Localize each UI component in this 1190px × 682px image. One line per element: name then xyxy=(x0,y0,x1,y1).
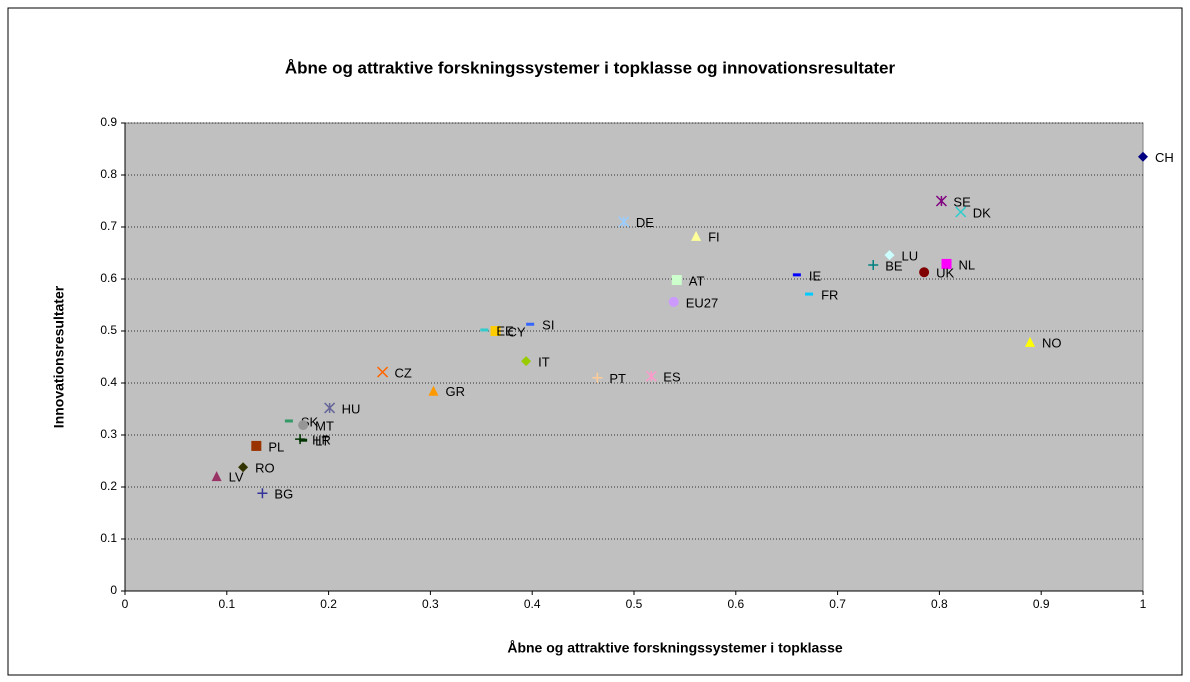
point-label: FI xyxy=(708,229,720,244)
point-label: LT xyxy=(315,434,329,449)
y-tick-label: 0.7 xyxy=(100,219,117,233)
marker xyxy=(645,370,657,382)
marker xyxy=(377,366,389,378)
point-label: LU xyxy=(902,249,919,264)
x-tick-label: 0.5 xyxy=(626,597,643,611)
marker xyxy=(884,250,895,261)
point-label: AT xyxy=(689,273,705,288)
marker xyxy=(211,471,222,482)
y-axis-title: Innovationsresultater xyxy=(51,285,67,428)
point-label: HU xyxy=(342,401,361,416)
point-label: ES xyxy=(663,370,681,385)
point-label: FR xyxy=(821,288,838,303)
point-label: DE xyxy=(636,215,654,230)
marker xyxy=(592,372,603,383)
point-label: GR xyxy=(445,384,465,399)
y-tick-label: 0.8 xyxy=(100,167,117,181)
point-label: IT xyxy=(538,355,550,370)
point-label: CY xyxy=(508,324,526,339)
point-label: LV xyxy=(229,470,244,485)
point-label: SI xyxy=(542,318,554,333)
y-tick-label: 0.2 xyxy=(100,479,117,493)
marker xyxy=(691,230,702,241)
point-label: MT xyxy=(315,419,334,434)
x-tick-label: 1 xyxy=(1140,597,1147,611)
x-tick-label: 0.7 xyxy=(829,597,846,611)
marker xyxy=(324,402,336,414)
plot-area xyxy=(124,122,1144,592)
marker xyxy=(935,195,947,207)
y-tick-label: 0.3 xyxy=(100,427,117,441)
point-label: PL xyxy=(268,439,284,454)
x-tick-label: 0.1 xyxy=(218,597,235,611)
point-label: BG xyxy=(274,487,293,502)
point-label: EU27 xyxy=(686,295,719,310)
x-tick-label: 0.8 xyxy=(931,597,948,611)
marker xyxy=(251,440,262,451)
marker xyxy=(257,488,268,499)
point-label: IE xyxy=(809,268,822,283)
point-label: CH xyxy=(1155,150,1174,165)
point-label: EE xyxy=(496,323,514,338)
y-tick-label: 0.6 xyxy=(100,271,117,285)
marker xyxy=(490,326,501,336)
marker xyxy=(668,296,679,307)
marker xyxy=(955,206,967,218)
marker xyxy=(868,259,879,270)
y-tick-label: 0.9 xyxy=(100,115,117,129)
x-tick-label: 0.2 xyxy=(320,597,337,611)
y-tick-label: 0.4 xyxy=(100,375,117,389)
point-label: CZ xyxy=(395,366,412,381)
x-tick-label: 0.4 xyxy=(524,597,541,611)
x-tick-label: 0.9 xyxy=(1033,597,1050,611)
point-label: RO xyxy=(255,461,275,476)
point-label: BE xyxy=(885,258,903,273)
x-tick-label: 0.6 xyxy=(727,597,744,611)
marker xyxy=(1138,151,1148,162)
point-label: SE xyxy=(953,194,971,209)
y-tick-label: 0.5 xyxy=(100,323,117,337)
marker xyxy=(671,275,682,286)
marker xyxy=(919,267,930,278)
marker xyxy=(1025,336,1036,347)
marker xyxy=(941,258,952,269)
x-tick-label: 0 xyxy=(122,597,129,611)
x-axis-title: Åbne og attraktive forskningssystemer i … xyxy=(507,640,843,656)
marker xyxy=(238,462,249,473)
point-label: DK xyxy=(973,205,991,220)
point-label: PT xyxy=(609,371,626,386)
point-label: NO xyxy=(1042,335,1062,350)
y-tick-label: 0.1 xyxy=(100,531,117,545)
y-tick-label: 0 xyxy=(110,583,117,597)
marker xyxy=(521,356,532,367)
marker xyxy=(298,420,309,431)
marker xyxy=(618,216,630,228)
marker xyxy=(428,385,439,396)
x-tick-label: 0.3 xyxy=(422,597,439,611)
chart-title: Åbne og attraktive forskningssystemer i … xyxy=(285,58,896,77)
point-label: UK xyxy=(936,266,954,281)
point-label: NL xyxy=(959,257,976,272)
point-label: HR xyxy=(312,433,331,448)
